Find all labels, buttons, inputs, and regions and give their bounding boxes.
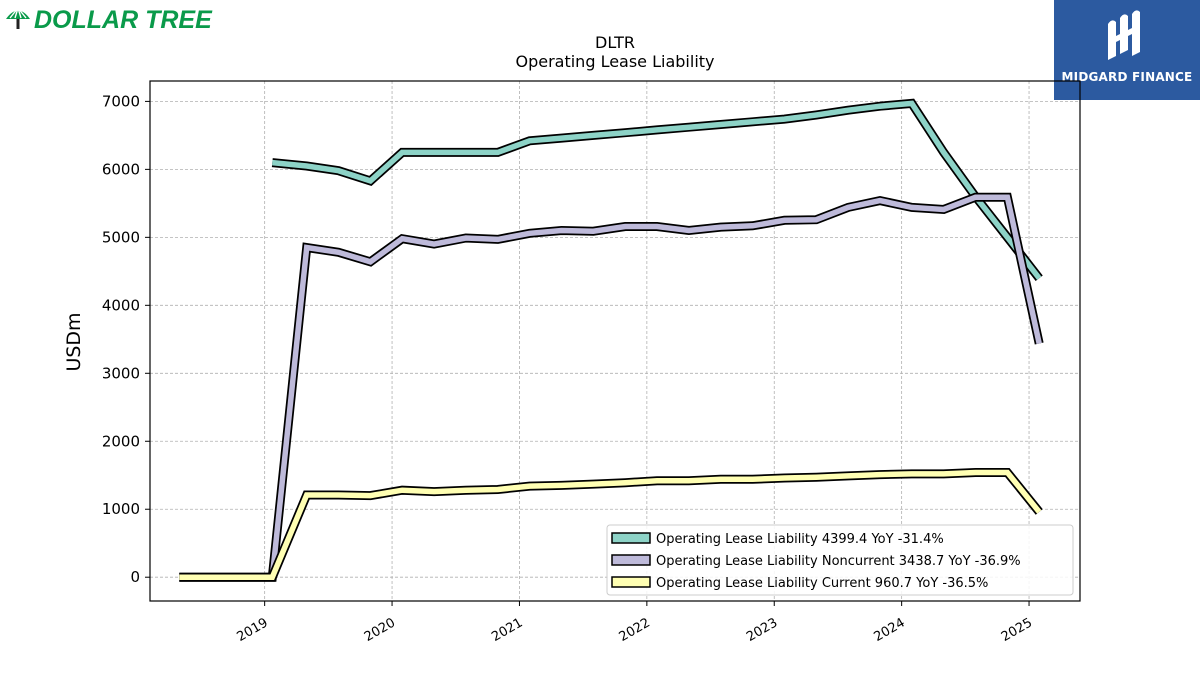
series-line-2 (179, 194, 1042, 580)
legend-swatch (611, 532, 651, 544)
x-axis: 2019 2020 2021 2022 2023 2024 2025 (234, 601, 1035, 645)
tree-icon (6, 7, 30, 29)
legend-box (606, 524, 1074, 596)
x-tick-label: 2024 (871, 615, 907, 645)
y-axis-label: USDm (63, 312, 85, 371)
y-tick-label: 0 (130, 568, 140, 586)
plot-frame (149, 80, 1081, 602)
y-tick-label: 4000 (102, 296, 140, 314)
legend-label: Operating Lease Liability Noncurrent 343… (656, 554, 1021, 569)
midgard-finance-logo-text: MIDGARD FINANCE (1061, 70, 1193, 84)
y-axis: 0 1000 2000 3000 4000 5000 6000 7000 (102, 92, 150, 586)
legend-swatch (611, 576, 651, 588)
legend-label: Operating Lease Liability 4399.4 YoY -31… (656, 532, 944, 547)
dollar-tree-logo-text: DOLLAR TREE (34, 6, 213, 34)
chart-subtitle: Operating Lease Liability (515, 52, 714, 71)
x-tick-label: 2022 (617, 615, 653, 645)
series-group (179, 98, 1044, 582)
series-line-1 (272, 100, 1042, 280)
y-tick-label: 7000 (102, 92, 140, 110)
legend: Operating Lease Liability 4399.4 YoY -31… (606, 524, 1074, 596)
y-tick-label: 3000 (102, 364, 140, 382)
y-tick-label: 1000 (102, 500, 140, 518)
series-line-3 (179, 469, 1042, 580)
midgard-emblem-icon (1108, 10, 1140, 60)
x-tick-label: 2019 (234, 615, 270, 645)
midgard-finance-logo: MIDGARD FINANCE (1054, 0, 1200, 100)
x-tick-label: 2020 (362, 615, 398, 645)
x-tick-label: 2025 (999, 615, 1035, 645)
y-tick-label: 5000 (102, 228, 140, 246)
x-tick-label: 2023 (744, 615, 780, 645)
legend-swatch (611, 554, 651, 566)
grid (150, 81, 1080, 601)
x-tick-label: 2021 (489, 615, 525, 645)
dollar-tree-logo: DOLLAR TREE (6, 6, 213, 34)
y-tick-label: 2000 (102, 432, 140, 450)
chart-title: DLTR (595, 33, 635, 52)
y-tick-label: 6000 (102, 160, 140, 178)
legend-label: Operating Lease Liability Current 960.7 … (656, 576, 988, 591)
